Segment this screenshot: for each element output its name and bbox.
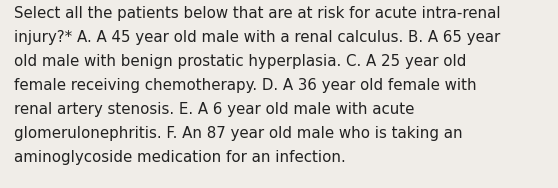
- Text: Select all the patients below that are at risk for acute intra-renal: Select all the patients below that are a…: [14, 6, 501, 21]
- Text: glomerulonephritis. F. An 87 year old male who is taking an: glomerulonephritis. F. An 87 year old ma…: [14, 126, 463, 141]
- Text: injury?* A. A 45 year old male with a renal calculus. B. A 65 year: injury?* A. A 45 year old male with a re…: [14, 30, 500, 45]
- Text: renal artery stenosis. E. A 6 year old male with acute: renal artery stenosis. E. A 6 year old m…: [14, 102, 415, 117]
- Text: female receiving chemotherapy. D. A 36 year old female with: female receiving chemotherapy. D. A 36 y…: [14, 78, 477, 93]
- Text: old male with benign prostatic hyperplasia. C. A 25 year old: old male with benign prostatic hyperplas…: [14, 54, 466, 69]
- Text: aminoglycoside medication for an infection.: aminoglycoside medication for an infecti…: [14, 150, 346, 165]
